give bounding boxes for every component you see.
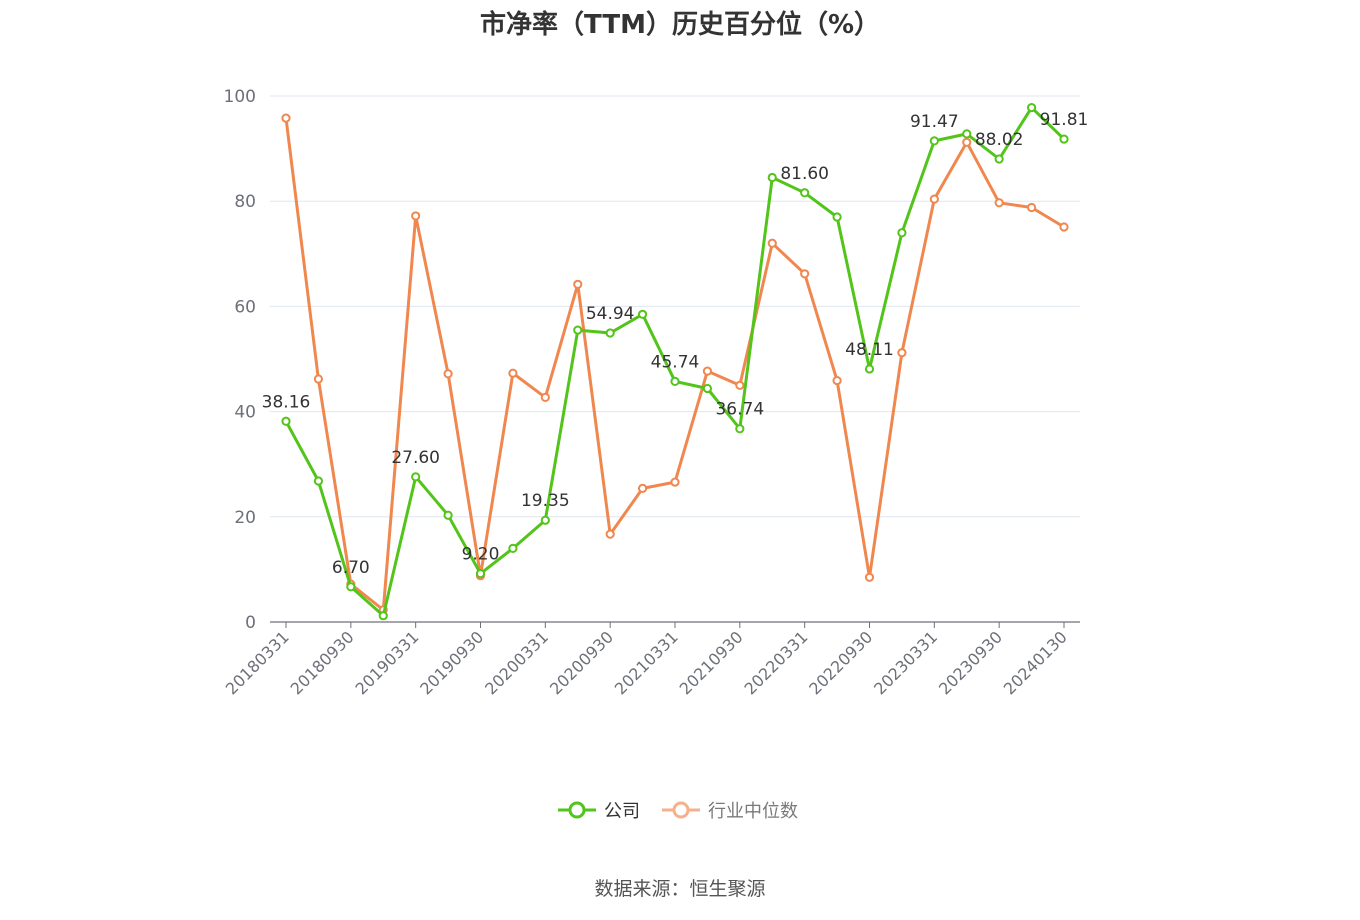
chart-title: 市净率（TTM）历史百分位（%） xyxy=(480,10,880,40)
data-point-company xyxy=(767,172,777,183)
data-point-company xyxy=(994,154,1004,164)
data-point-industry xyxy=(767,238,777,248)
data-point-company xyxy=(832,212,842,222)
data-point-company xyxy=(735,424,745,434)
data-point-company xyxy=(540,515,550,525)
data-label: 91.47 xyxy=(910,112,959,132)
data-point-company xyxy=(637,309,648,319)
x-tick-label: 20180331 xyxy=(222,627,293,698)
x-tick-label: 20240130 xyxy=(1000,627,1071,698)
legend-marker xyxy=(568,801,586,819)
series-lines xyxy=(281,102,1069,621)
data-point-industry xyxy=(897,348,907,358)
data-point-company xyxy=(281,416,291,426)
y-tick-label: 100 xyxy=(224,87,256,107)
data-label: 48.11 xyxy=(845,340,894,360)
data-point-industry xyxy=(864,572,875,582)
data-point-industry xyxy=(962,137,972,147)
data-point-industry xyxy=(411,211,421,221)
data-label: 9.20 xyxy=(462,545,500,565)
data-point-company xyxy=(378,611,388,621)
data-point-company xyxy=(573,325,583,335)
data-point-company xyxy=(670,376,680,387)
data-point-company xyxy=(605,328,615,338)
y-tick-label: 80 xyxy=(234,192,256,212)
data-label: 19.35 xyxy=(521,491,570,511)
data-point-industry xyxy=(735,380,745,390)
data-point-industry xyxy=(670,477,680,487)
x-tick-label: 20230331 xyxy=(870,627,941,698)
data-point-company xyxy=(411,472,421,482)
source-note: 数据来源：恒生聚源 xyxy=(594,878,766,900)
data-label: 6.70 xyxy=(332,558,370,578)
data-point-industry xyxy=(637,483,648,493)
x-tick-label: 20210331 xyxy=(611,627,682,698)
data-point-company xyxy=(1059,134,1069,144)
data-label: 36.74 xyxy=(715,400,764,420)
data-point-industry xyxy=(994,198,1004,208)
data-point-industry xyxy=(832,375,842,386)
legend-item-company: 公司 xyxy=(558,801,640,822)
data-label: 81.60 xyxy=(780,164,829,184)
x-tick-label: 20220930 xyxy=(805,627,876,698)
x-tick-label: 20190331 xyxy=(351,627,422,698)
axes: 0 20 40 60 80 100 2018033120180930201903312019… xyxy=(222,87,1080,698)
y-tick-label: 20 xyxy=(234,508,256,528)
data-point-industry xyxy=(1026,202,1037,213)
data-label: 54.94 xyxy=(586,304,635,324)
legend-marker xyxy=(672,801,690,819)
data-point-industry xyxy=(573,279,583,289)
legend: 公司 行业中位数 xyxy=(558,801,798,822)
data-point-company xyxy=(1026,102,1037,113)
x-tick-label: 20200930 xyxy=(546,627,617,698)
data-label: 27.60 xyxy=(391,448,440,468)
data-point-company xyxy=(962,129,972,139)
data-point-company xyxy=(313,476,324,486)
data-point-company xyxy=(897,228,907,238)
data-point-company xyxy=(475,569,486,579)
y-tick-label: 40 xyxy=(234,403,256,423)
data-point-industry xyxy=(929,194,939,204)
data-point-company xyxy=(800,188,810,198)
data-label: 45.74 xyxy=(651,352,700,372)
y-tick-label: 60 xyxy=(234,297,256,317)
data-point-industry xyxy=(1059,222,1069,232)
data-point-industry xyxy=(508,368,518,378)
data-label: 38.16 xyxy=(262,392,311,412)
data-point-industry xyxy=(540,392,550,402)
data-point-company xyxy=(443,510,453,520)
data-point-company xyxy=(864,364,875,374)
x-tick-label: 20180930 xyxy=(287,627,358,698)
x-tick-label: 20190930 xyxy=(416,627,487,698)
data-point-company xyxy=(702,383,713,394)
data-point-industry xyxy=(281,113,291,123)
x-tick-label: 20210930 xyxy=(676,627,747,698)
data-point-industry xyxy=(702,366,713,376)
data-point-company xyxy=(929,136,939,146)
data-point-industry xyxy=(605,529,615,539)
x-tick-label: 20230930 xyxy=(935,627,1006,698)
legend-item-industry: 行业中位数 xyxy=(662,801,798,822)
x-tick-label: 20220331 xyxy=(740,627,811,698)
data-point-industry xyxy=(443,369,453,379)
legend-label: 公司 xyxy=(604,801,640,822)
x-tick-label: 20200331 xyxy=(481,627,552,698)
data-point-company xyxy=(508,543,518,553)
data-point-industry xyxy=(800,269,810,279)
data-point-company xyxy=(346,582,356,592)
y-tick-label: 0 xyxy=(245,613,256,633)
data-point-industry xyxy=(313,374,324,384)
data-label: 91.81 xyxy=(1040,110,1089,130)
data-label: 88.02 xyxy=(975,130,1024,150)
legend-label: 行业中位数 xyxy=(708,801,798,822)
data-labels: 38.16 6.70 27.60 9.20 19.35 54.94 45.74 36.74 81… xyxy=(262,110,1089,578)
